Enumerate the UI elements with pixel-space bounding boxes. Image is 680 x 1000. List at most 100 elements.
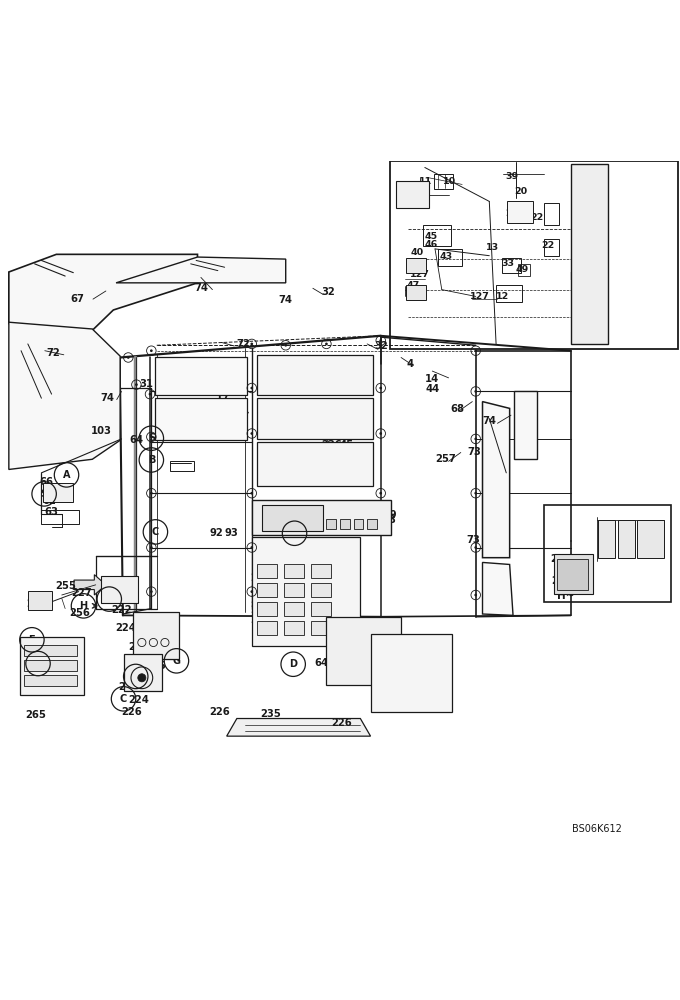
Text: 227: 227 (143, 650, 164, 660)
Text: 22: 22 (541, 241, 554, 250)
Bar (513, 391, 537, 459)
Text: H~: H~ (557, 591, 575, 601)
Text: 18: 18 (220, 386, 234, 396)
Circle shape (150, 546, 153, 549)
Text: 242: 242 (264, 563, 285, 573)
Bar (156, 357, 247, 395)
Text: C: C (120, 694, 127, 704)
Circle shape (475, 594, 477, 596)
Circle shape (250, 343, 253, 345)
Bar (618, 520, 635, 558)
Text: BS06K612: BS06K612 (572, 824, 622, 834)
Text: 23: 23 (227, 399, 241, 409)
Bar (256, 621, 277, 635)
Text: 45: 45 (424, 232, 437, 241)
Text: 46: 46 (339, 448, 353, 458)
Text: 225: 225 (145, 661, 166, 671)
Circle shape (379, 339, 382, 342)
Text: 264: 264 (48, 644, 69, 654)
Bar (371, 634, 452, 712)
Bar (256, 602, 277, 616)
Polygon shape (226, 719, 371, 736)
Text: 227: 227 (71, 588, 92, 598)
Text: 14: 14 (425, 374, 439, 384)
Text: 73: 73 (467, 447, 481, 457)
Bar (517, 264, 530, 276)
Polygon shape (483, 562, 513, 615)
Text: 245: 245 (250, 615, 271, 625)
Bar (406, 285, 426, 300)
Bar (507, 201, 532, 223)
Circle shape (379, 387, 382, 389)
Text: 224: 224 (129, 695, 150, 705)
Bar (256, 583, 277, 597)
Bar (28, 591, 52, 610)
Text: 46: 46 (424, 240, 437, 249)
Bar (311, 621, 331, 635)
Bar (257, 355, 373, 395)
Circle shape (150, 492, 153, 495)
Bar (396, 181, 429, 208)
Text: 243: 243 (312, 541, 333, 551)
Text: 33: 33 (502, 259, 515, 268)
Circle shape (135, 383, 138, 386)
Bar (311, 583, 331, 597)
Text: 255: 255 (55, 581, 76, 591)
Circle shape (379, 492, 382, 495)
Bar (354, 519, 363, 529)
Text: H~: H~ (558, 580, 576, 590)
Bar (24, 675, 78, 686)
Bar (571, 164, 608, 344)
Bar (252, 537, 360, 646)
Text: 62: 62 (43, 496, 56, 506)
Text: 226: 226 (331, 718, 352, 728)
Text: 239: 239 (250, 573, 271, 583)
Text: 72: 72 (237, 339, 250, 349)
Circle shape (325, 343, 328, 345)
Text: 103: 103 (90, 426, 112, 436)
Circle shape (475, 390, 477, 393)
Text: 68: 68 (450, 404, 464, 414)
Text: 92: 92 (209, 528, 223, 538)
Bar (326, 617, 401, 685)
Text: E~: E~ (569, 272, 584, 282)
Bar (256, 564, 277, 578)
Text: G: G (173, 656, 180, 666)
Text: 4: 4 (407, 359, 413, 369)
Bar (284, 583, 304, 597)
Text: 38: 38 (402, 196, 415, 205)
Text: D: D (290, 528, 299, 538)
Text: 44: 44 (425, 384, 439, 394)
Text: 234: 234 (112, 595, 133, 605)
Bar (543, 203, 558, 225)
Circle shape (250, 492, 253, 495)
Circle shape (250, 546, 253, 549)
Text: 32: 32 (322, 287, 335, 297)
Text: 74: 74 (279, 295, 292, 305)
Text: 232: 232 (333, 656, 354, 666)
Text: 49: 49 (515, 265, 528, 274)
Text: 241: 241 (250, 595, 271, 605)
Text: 48: 48 (414, 259, 428, 268)
Text: 249: 249 (571, 562, 592, 572)
Text: 13: 13 (486, 243, 499, 252)
Text: 12: 12 (496, 292, 509, 301)
Circle shape (150, 590, 153, 593)
Text: 226: 226 (209, 707, 230, 717)
Bar (502, 258, 520, 273)
Text: 74: 74 (100, 393, 114, 403)
Text: 226: 226 (121, 707, 142, 717)
Bar (41, 510, 79, 524)
Text: 226: 226 (298, 632, 318, 642)
Circle shape (150, 349, 153, 352)
Text: 224: 224 (115, 623, 136, 633)
Circle shape (149, 393, 152, 395)
Bar (24, 645, 78, 656)
Text: C: C (152, 527, 159, 537)
Text: 63: 63 (44, 507, 58, 517)
Text: 257: 257 (435, 454, 456, 464)
Text: B: B (132, 671, 139, 681)
Text: S: S (41, 489, 48, 499)
Text: 39: 39 (506, 172, 519, 181)
Text: H: H (80, 601, 88, 611)
